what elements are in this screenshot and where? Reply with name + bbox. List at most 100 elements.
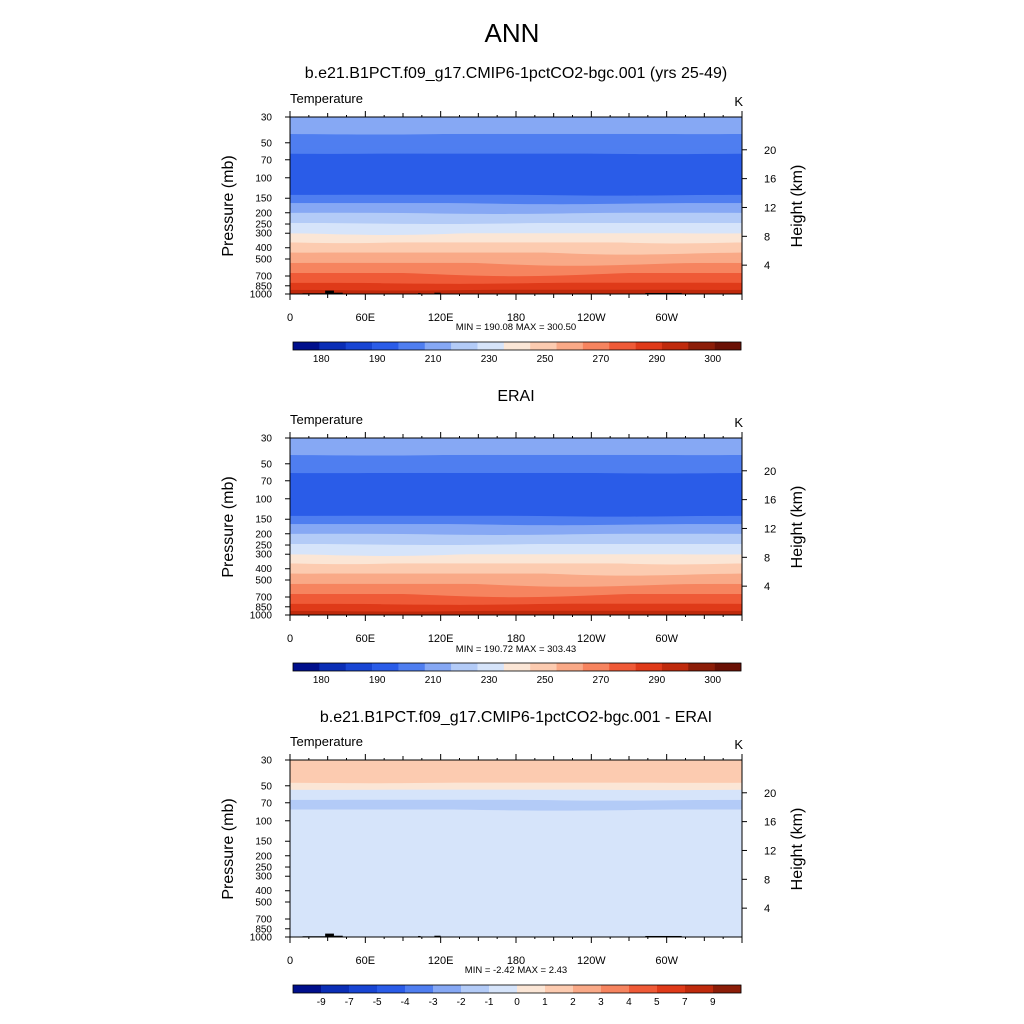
height-tick-label: 8 [764, 231, 770, 243]
pressure-tick-label: 50 [261, 459, 273, 470]
colorbar-label: 0 [514, 997, 520, 1008]
plot-area [290, 760, 742, 937]
pressure-tick-label: 250 [255, 863, 272, 874]
height-tick-label: 16 [764, 817, 776, 829]
height-tick-label: 16 [764, 495, 776, 507]
pressure-tick-label: 1000 [250, 933, 273, 944]
contour-band [290, 472, 742, 517]
colorbar-label: 230 [481, 675, 498, 686]
pressure-tick-label: 700 [255, 271, 272, 282]
topography-block [434, 935, 441, 937]
pressure-tick-label: 400 [255, 886, 272, 897]
colorbar-swatch [657, 985, 686, 993]
pressure-tick-label: 100 [255, 173, 272, 184]
contour-edge [290, 278, 742, 284]
colorbar-label: -2 [457, 997, 466, 1008]
contour-edge [290, 579, 742, 587]
contour-edge [290, 529, 742, 535]
contour-edge [290, 248, 742, 255]
colorbar-swatch [503, 663, 531, 671]
colorbar-swatch [714, 663, 742, 671]
height-tick-label: 8 [764, 552, 770, 564]
min-max-stats: MIN = 190.08 MAX = 300.50 [456, 322, 576, 333]
colorbar-label: 210 [425, 354, 442, 365]
pressure-tick-label: 850 [255, 602, 272, 613]
colorbar-swatch [372, 663, 399, 671]
colorbar-swatch [685, 985, 714, 993]
colorbar-label: 3 [598, 997, 604, 1008]
longitude-tick-label: 120E [428, 312, 454, 324]
panel-units: K [734, 94, 743, 109]
panel-difference: b.e21.B1PCT.f09_g17.CMIP6-1pctCO2-bgc.00… [220, 709, 806, 1008]
panel-left-label: Temperature [290, 412, 363, 427]
colorbar-swatch [601, 985, 630, 993]
panel-units: K [734, 415, 743, 430]
longitude-tick-label: 120W [577, 312, 606, 324]
longitude-axis: 0 60E 120E 180 120W 60W [287, 111, 743, 324]
colorbar-swatch [345, 663, 373, 671]
colorbar-swatch [424, 663, 452, 671]
longitude-axis: 0 60E 120E 180 120W 60W [287, 754, 743, 967]
contour-edge [290, 778, 742, 784]
panel-units: K [734, 737, 743, 752]
colorbar-swatch [451, 663, 478, 671]
contour-band [290, 524, 742, 535]
contour-band [290, 544, 742, 555]
height-tick-label: 20 [764, 145, 776, 157]
contour-band [290, 233, 742, 244]
contour-edge [290, 805, 742, 811]
colorbar-swatch [545, 985, 574, 993]
longitude-tick-label: 120E [428, 955, 454, 967]
pressure-tick-label: 500 [255, 898, 272, 909]
pressure-axis-label: Pressure (mb) [220, 155, 237, 256]
height-tick-label: 16 [764, 174, 776, 186]
pressure-tick-label: 850 [255, 924, 272, 935]
colorbar-swatch [398, 342, 426, 350]
height-tick-label: 20 [764, 788, 776, 800]
colorbar-label: 290 [648, 354, 665, 365]
colorbar-label: 270 [593, 675, 610, 686]
colorbar-swatch [556, 663, 584, 671]
pressure-tick-label: 500 [255, 255, 272, 266]
colorbar-swatch [293, 342, 320, 350]
contour-edge [290, 450, 742, 456]
contour-band [290, 594, 742, 605]
pressure-tick-label: 300 [255, 229, 272, 240]
colorbar-label: 210 [425, 675, 442, 686]
colorbar-label: 190 [369, 675, 386, 686]
colorbar-label: 180 [313, 675, 330, 686]
colorbar-label: -7 [345, 997, 354, 1008]
longitude-tick-label: 180 [507, 312, 525, 324]
pressure-tick-label: 70 [261, 155, 273, 166]
colorbar-label: 5 [654, 997, 660, 1008]
panel-left-label: Temperature [290, 734, 363, 749]
pressure-tick-label: 400 [255, 243, 272, 254]
colorbar-label: 4 [626, 997, 632, 1008]
colorbar-swatch [629, 985, 658, 993]
longitude-tick-label: 60W [655, 633, 678, 645]
colorbar-swatch [489, 985, 518, 993]
contour-edge [290, 269, 742, 277]
colorbar-label: -1 [485, 997, 494, 1008]
pressure-tick-label: 30 [261, 756, 273, 767]
panel-title: b.e21.B1PCT.f09_g17.CMIP6-1pctCO2-bgc.00… [320, 709, 712, 726]
colorbar-frame [292, 662, 742, 672]
colorbar-swatch [398, 663, 426, 671]
height-tick-label: 20 [764, 466, 776, 478]
longitude-tick-label: 0 [287, 955, 293, 967]
pressure-tick-label: 70 [261, 476, 273, 487]
colorbar-label: 300 [704, 675, 721, 686]
panel-erai: ERAI Temperature K 305070100150200250300… [220, 388, 806, 686]
colorbar-label: -5 [373, 997, 382, 1008]
colorbar-swatch [321, 985, 350, 993]
colorbar-swatch [688, 663, 715, 671]
height-tick-label: 4 [764, 581, 770, 593]
colorbar-swatch [477, 342, 505, 350]
colorbar-label: -3 [429, 997, 438, 1008]
contour-wiggles [290, 450, 742, 612]
colorbar-label: -4 [401, 997, 410, 1008]
longitude-tick-label: 60E [356, 955, 376, 967]
pressure-axis-label: Pressure (mb) [220, 798, 237, 899]
contour-edge [290, 785, 742, 791]
